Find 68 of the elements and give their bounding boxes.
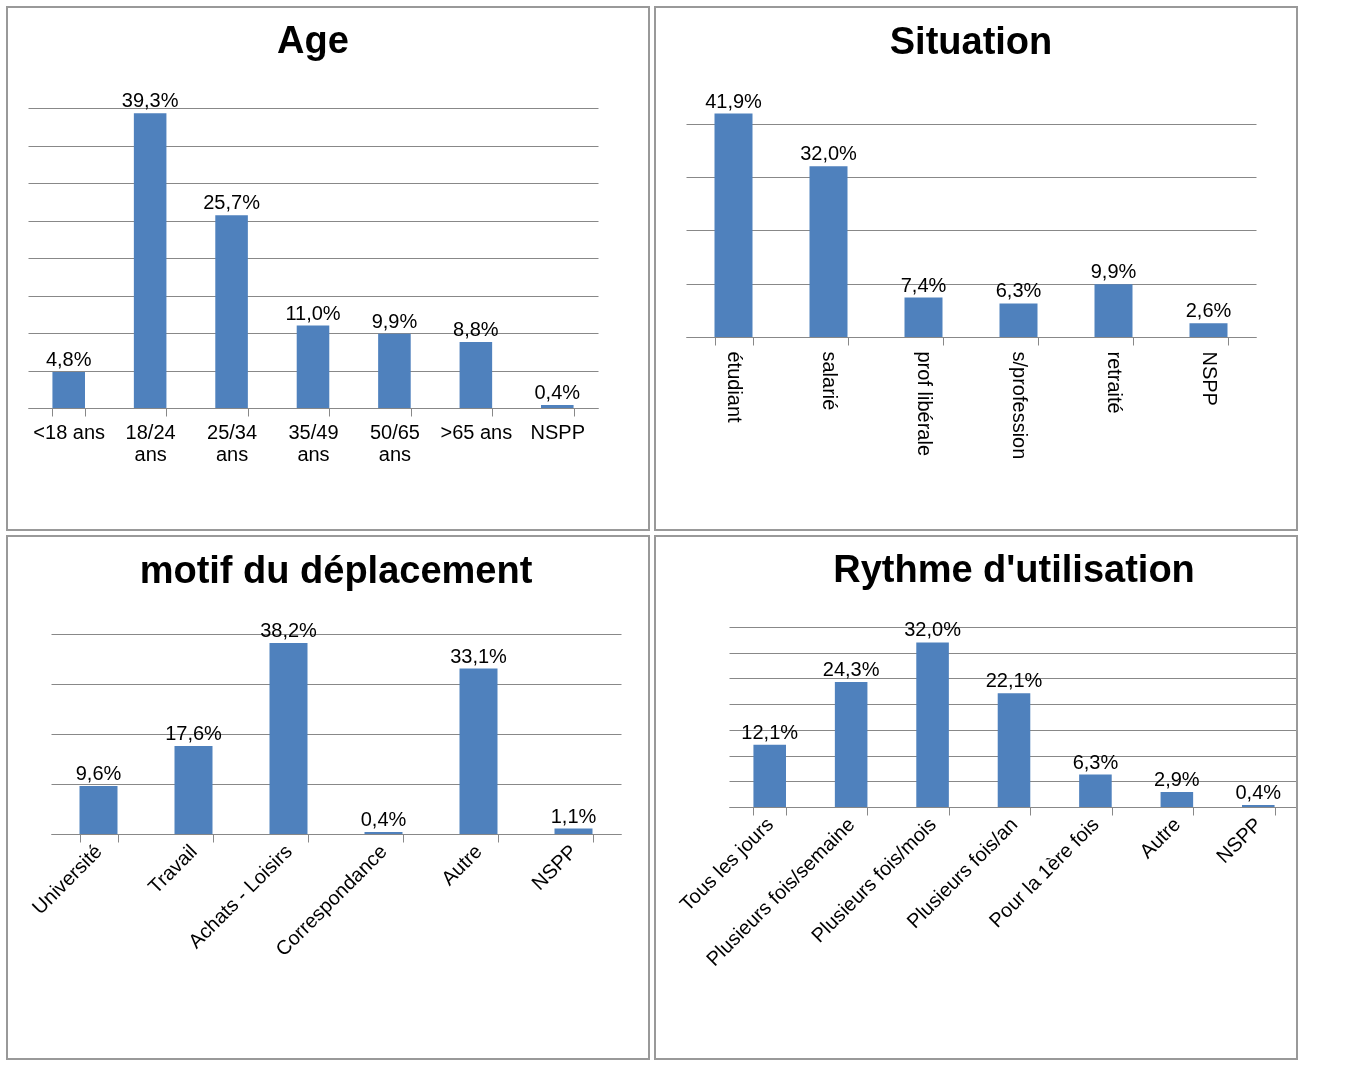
bar bbox=[904, 297, 943, 337]
data-label: 12,1% bbox=[741, 720, 799, 743]
bar bbox=[1189, 323, 1228, 337]
bar bbox=[1160, 792, 1194, 807]
bar bbox=[215, 215, 248, 408]
data-label: 25,7% bbox=[203, 191, 261, 214]
chart-title: motif du déplacement bbox=[139, 549, 533, 591]
bar bbox=[459, 668, 498, 834]
data-label: 6,3% bbox=[995, 279, 1042, 302]
x-tick-label: salarié bbox=[819, 351, 841, 411]
x-tick-label: <18 ans bbox=[33, 420, 106, 443]
bar bbox=[999, 303, 1038, 337]
bar bbox=[753, 744, 786, 807]
data-label: 8,8% bbox=[453, 318, 499, 340]
bar bbox=[541, 405, 574, 408]
x-tick-label: NSPP bbox=[530, 420, 586, 443]
bar bbox=[269, 643, 308, 834]
data-label: 41,9% bbox=[705, 89, 763, 112]
data-label: 9,9% bbox=[371, 309, 418, 332]
data-label: 9,9% bbox=[1090, 260, 1137, 283]
data-label: 11,0% bbox=[285, 301, 341, 324]
data-label: 38,2% bbox=[260, 619, 318, 641]
data-label: 2,6% bbox=[1185, 299, 1232, 322]
data-label: 0,4% bbox=[360, 808, 407, 830]
bar bbox=[296, 325, 330, 408]
x-tick-label: étudiant bbox=[724, 351, 746, 424]
data-label: 39,3% bbox=[121, 89, 179, 112]
data-label: 1,1% bbox=[550, 804, 597, 827]
chart-title: Age bbox=[277, 19, 349, 62]
data-label: 9,6% bbox=[75, 762, 122, 784]
data-label: 22,1% bbox=[985, 669, 1043, 692]
bar bbox=[1094, 284, 1133, 337]
bar bbox=[714, 113, 753, 337]
x-tick-label: >65 ans bbox=[440, 420, 513, 443]
bar bbox=[1079, 774, 1112, 807]
bar bbox=[174, 746, 213, 834]
data-label: 24,3% bbox=[822, 658, 880, 681]
data-label: 32,0% bbox=[904, 618, 962, 641]
bar bbox=[834, 682, 868, 807]
data-label: 33,1% bbox=[450, 644, 508, 667]
data-label: 0,4% bbox=[1235, 780, 1282, 803]
bar bbox=[52, 372, 85, 408]
data-label: 0,4% bbox=[534, 381, 581, 403]
x-tick-label: retraité bbox=[1104, 351, 1126, 414]
bar bbox=[378, 333, 411, 408]
x-tick-label: 50/65 ans bbox=[369, 420, 420, 465]
chart-title: Situation bbox=[889, 19, 1053, 62]
bar bbox=[997, 693, 1031, 807]
bar bbox=[79, 786, 118, 834]
x-tick-label: prof libérale bbox=[914, 351, 936, 457]
data-label: 6,3% bbox=[1072, 750, 1119, 773]
bar bbox=[809, 166, 848, 337]
bar bbox=[1242, 804, 1275, 807]
data-label: 32,0% bbox=[800, 142, 858, 165]
x-tick-label: 18/24 ans bbox=[125, 420, 176, 465]
x-tick-label: s/profession bbox=[1009, 351, 1031, 460]
data-label: 17,6% bbox=[165, 722, 223, 744]
bar bbox=[459, 342, 493, 408]
x-tick-label: NSPP bbox=[1199, 351, 1221, 406]
data-label: 4,8% bbox=[45, 348, 92, 370]
x-tick-label: 35/49 ans bbox=[288, 420, 339, 465]
chart-title: Rythme d'utilisation bbox=[833, 548, 1195, 591]
x-tick-label: 25/34 ans bbox=[207, 420, 258, 465]
bar bbox=[133, 113, 167, 408]
data-label: 2,9% bbox=[1154, 768, 1200, 791]
bar bbox=[554, 828, 593, 834]
bar bbox=[916, 642, 949, 807]
data-label: 7,4% bbox=[900, 273, 947, 296]
